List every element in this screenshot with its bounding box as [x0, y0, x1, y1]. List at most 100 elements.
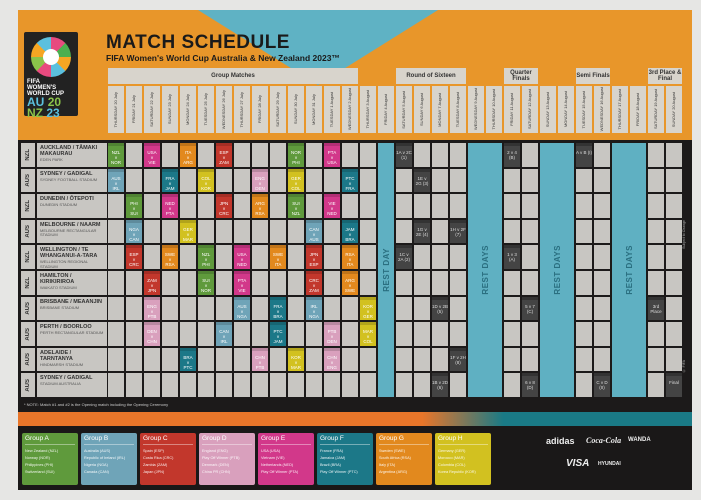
schedule-cell: [396, 194, 412, 218]
schedule-cell: [180, 322, 196, 346]
schedule-cell: [360, 168, 376, 193]
date-label: SUNDAY 6 August: [418, 93, 424, 126]
versus: v: [276, 257, 280, 263]
home-team: CHN: [327, 354, 337, 360]
venue-label: WELLINGTON / TE WHANGANUI-A-TARA WELLINGT…: [37, 245, 107, 269]
schedule-cell: [432, 322, 448, 346]
schedule-cell: [594, 168, 610, 193]
rest-day-column: REST DAY: [378, 143, 394, 397]
group-match: NOR v PHI: [288, 143, 304, 167]
schedule-cell: [576, 168, 592, 193]
country-label: NZL: [25, 200, 31, 212]
schedule-cell: [144, 194, 160, 218]
versus: v: [348, 180, 352, 186]
away-team: COL: [363, 339, 373, 345]
logo-text: WOMEN'S: [27, 85, 57, 91]
home-team: KOR: [363, 303, 373, 309]
knockout-match: 1A v 2C (1): [396, 143, 412, 167]
venue-city: AUCKLAND / TĀMAKI MAKAURAU: [40, 145, 98, 157]
venue-city: ADELAIDE / TARNTANYA: [40, 349, 73, 362]
date-column: FRIDAY 11 August: [504, 86, 520, 133]
away-team: JAM: [273, 339, 283, 345]
away-team: CRC: [129, 262, 139, 268]
versus: v: [330, 155, 334, 160]
away-team: PTA: [165, 211, 175, 217]
schedule-cell: [504, 194, 520, 218]
versus: v: [348, 257, 352, 263]
home-team: ENG: [255, 175, 265, 181]
home-team: CRC: [309, 278, 319, 283]
versus: v: [348, 283, 352, 288]
venue-city: SYDNEY / GADIGAL: [40, 170, 93, 177]
country-code: AUS: [21, 347, 35, 372]
match-schedule-poster: FIFA WOMEN'S WORLD CUP AU 20 NZ 23 MATCH…: [18, 10, 692, 490]
group-team: Play Off Winner (PTC): [320, 470, 358, 474]
versus: v: [276, 334, 280, 340]
date-column: WEDNESDAY 16 August: [594, 86, 610, 133]
schedule-cell: [666, 322, 682, 346]
schedule-cell: [576, 322, 592, 346]
schedule-cell: [432, 271, 448, 295]
versus: v: [168, 206, 172, 212]
knockout-match: 3rd Place: [648, 296, 664, 321]
date-label: FRIDAY 28 July: [256, 95, 262, 124]
schedule-cell: [576, 245, 592, 269]
schedule-cell: [450, 245, 466, 269]
date-label: SUNDAY 20 August: [670, 91, 676, 128]
date-column: FRIDAY 18 August: [630, 86, 646, 133]
group-match: FRA v JAM: [162, 168, 178, 193]
country-label: AUS: [25, 353, 31, 366]
date-column: FRIDAY 4 August: [378, 86, 394, 133]
versus: v: [276, 308, 280, 314]
date-label: TUESDAY 25 July: [202, 93, 208, 126]
schedule-cell: [198, 347, 214, 372]
away-team: ZAM: [309, 288, 319, 293]
schedule-cell: [126, 296, 142, 321]
group-team: New Zealand (NZL): [25, 449, 59, 453]
schedule-cell: [648, 245, 664, 269]
group-team: Nigeria (NGA): [84, 463, 108, 467]
schedule-cell: [648, 219, 664, 244]
venue-label: SYDNEY / GADIGAL SYDNEY FOOTBALL STADIUM: [37, 168, 107, 193]
date-label: SUNDAY 23 July: [166, 94, 172, 125]
schedule-cell: [360, 347, 376, 372]
date-column: WEDNESDAY 9 August: [468, 86, 484, 133]
schedule-cell: [162, 347, 178, 372]
versus: v: [240, 257, 244, 263]
home-team: JAM: [345, 226, 355, 232]
date-label: TUESDAY 15 August: [580, 90, 586, 129]
venue-label: ADELAIDE / TARNTANYA HINDMARSH STADIUM: [37, 347, 107, 372]
visa-logo: VISA: [566, 458, 590, 469]
home-team: BRA: [183, 354, 193, 360]
home-team: PHI: [130, 201, 138, 207]
schedule-cell: [360, 271, 376, 295]
date-column: SATURDAY 12 August: [522, 86, 538, 133]
home-team: ESP: [129, 252, 139, 258]
schedule-cell: [576, 296, 592, 321]
schedule-cell: [306, 168, 322, 193]
date-label: FRIDAY 18 August: [634, 92, 640, 127]
schedule-cell: [414, 347, 430, 372]
schedule-cell: [252, 219, 268, 244]
schedule-cell: [450, 143, 466, 167]
opening-match-note: * NOTE: Match #1 and #2 is the Opening m…: [24, 402, 169, 407]
country-label: AUS: [25, 225, 31, 238]
knockout-match: 1C v 2A (2): [396, 245, 412, 269]
schedule-cell: [270, 271, 286, 295]
schedule-cell: [504, 271, 520, 295]
schedule-cell: [108, 194, 124, 218]
schedule-cell: [432, 194, 448, 218]
schedule-cell: [108, 219, 124, 244]
group-team: Jamaica (JAM): [320, 456, 346, 460]
schedule-cell: [648, 168, 664, 193]
group-team: Play Off Winner (PTB): [202, 456, 240, 460]
schedule-cell: [198, 143, 214, 167]
away-team: PHI: [202, 262, 210, 268]
away-team: DEN: [327, 339, 337, 345]
schedule-cell: [180, 168, 196, 193]
date-label: THURSDAY 20 July: [112, 91, 118, 128]
group-match: JPN v CRC: [216, 194, 232, 218]
date-label: WEDNESDAY 26 July: [220, 89, 226, 130]
venue-label: MELBOURNE / NAARM MELBOURNE RECTANGULAR S…: [37, 219, 107, 244]
away-team: MAR: [183, 236, 193, 242]
